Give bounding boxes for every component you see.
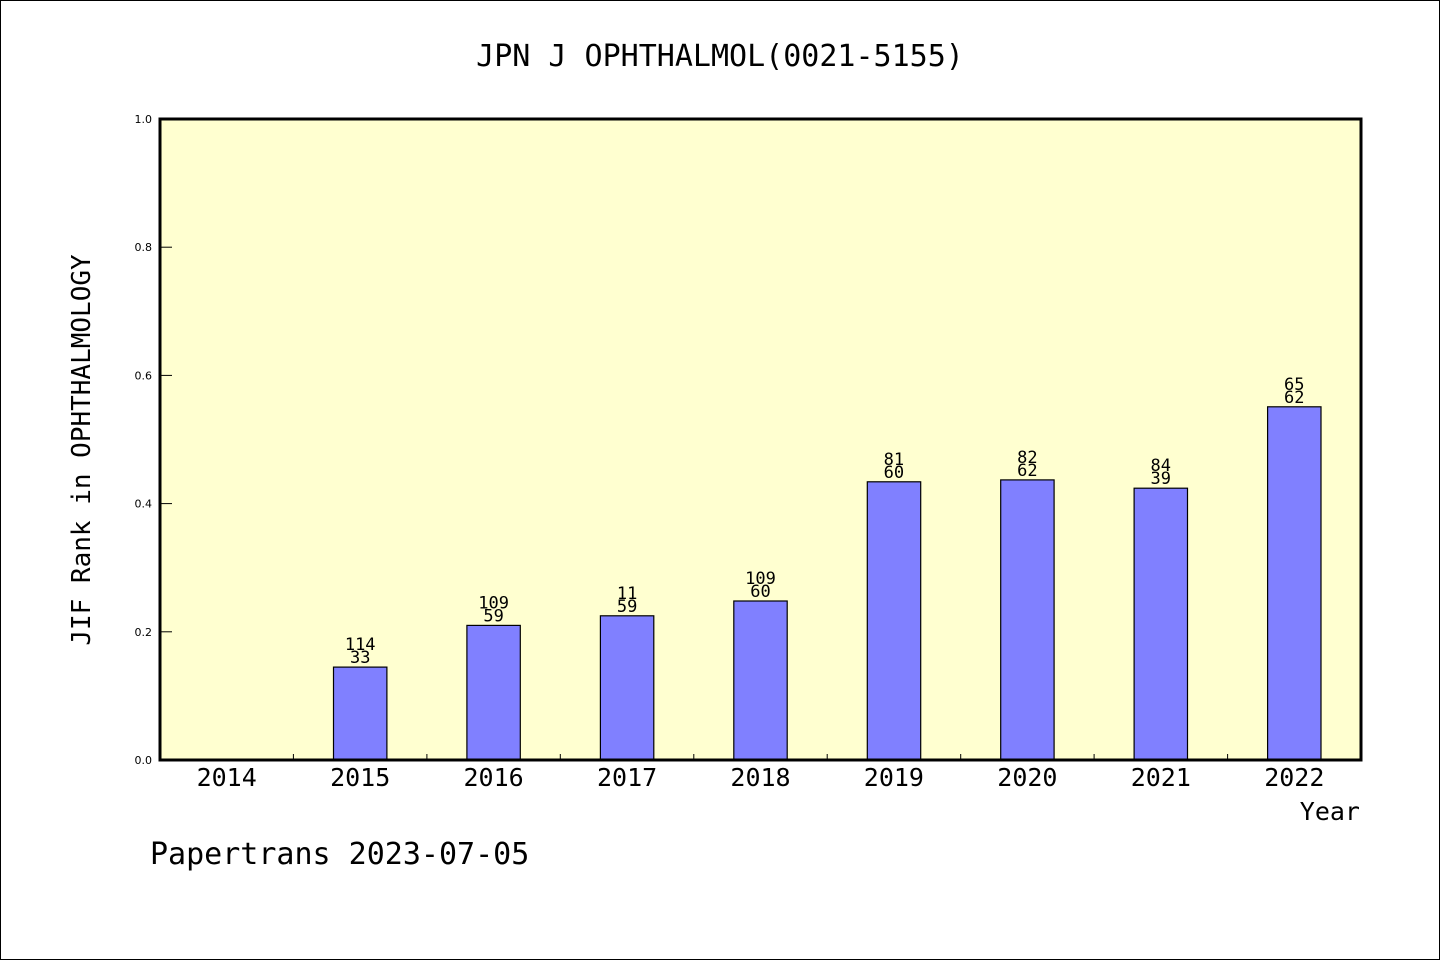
- bar-label-top-2016: 109: [478, 593, 509, 613]
- bar-label-bottom-2018: 60: [750, 582, 770, 602]
- x-tick-label-2016: 2016: [463, 763, 523, 792]
- chart-title: JPN J OPHTHALMOL(0021-5155): [476, 39, 964, 74]
- plot-border: [158, 117, 1363, 762]
- bar-label-bottom-2019: 60: [884, 463, 904, 483]
- bars-layer: [332, 406, 1322, 761]
- x-tick-label-2019: 2019: [864, 763, 924, 792]
- x-tick-label-2014: 2014: [197, 763, 257, 792]
- bar-2020: [1000, 479, 1055, 761]
- bar-2018: [733, 600, 788, 761]
- bar-label-bottom-2021: 39: [1151, 469, 1171, 489]
- bar-2016: [466, 624, 521, 761]
- y-axis-label: JIF Rank in OPHTHALMOLOGY: [67, 254, 97, 646]
- y-tick-label-0.4: 0.4: [135, 498, 153, 511]
- y-tick-label-0.8: 0.8: [135, 241, 153, 254]
- x-tick-label-2021: 2021: [1131, 763, 1191, 792]
- bar-2021: [1133, 487, 1189, 761]
- bar-label-top-2021: 84: [1151, 456, 1171, 476]
- bar-label-bottom-2020: 62: [1017, 461, 1037, 481]
- bar-label-top-2020: 82: [1017, 448, 1037, 468]
- bar-2017: [599, 615, 655, 761]
- y-tick-label-0.2: 0.2: [135, 626, 153, 639]
- y-tick-label-1.0: 1.0: [135, 113, 153, 126]
- x-tick-label-2020: 2020: [997, 763, 1057, 792]
- bar-label-bottom-2015: 33: [350, 648, 370, 668]
- bar-label-bottom-2017: 59: [617, 597, 637, 617]
- bar-label-top-2017: 11: [617, 584, 637, 604]
- x-axis: 2014 2015 2016 2017 2018 2019 2020 2021 2022: [197, 754, 1324, 792]
- bar-label-top-2018: 109: [745, 569, 776, 589]
- y-tick-label-0.0: 0.0: [135, 754, 153, 767]
- x-tick-label-2017: 2017: [597, 763, 657, 792]
- x-tick-label-2018: 2018: [730, 763, 790, 792]
- bar-2015: [332, 666, 388, 761]
- bar-label-top-2015: 114: [345, 635, 376, 655]
- bar-label-bottom-2016: 59: [483, 606, 503, 626]
- bar-label-top-2022: 65: [1284, 375, 1304, 395]
- y-tick-label-0.6: 0.6: [135, 369, 153, 382]
- bar-label-bottom-2022: 62: [1284, 388, 1304, 408]
- footer-text: Papertrans 2023-07-05: [150, 837, 529, 872]
- x-tick-label-2022: 2022: [1264, 763, 1324, 792]
- x-axis-label: Year: [1300, 797, 1360, 826]
- bar-label-top-2019: 81: [884, 450, 904, 470]
- bar-2022: [1266, 406, 1322, 761]
- x-tick-label-2015: 2015: [330, 763, 390, 792]
- bar-2019: [866, 481, 922, 761]
- y-axis: 0.0 0.2 0.4 0.6 0.8 1.0: [135, 113, 172, 767]
